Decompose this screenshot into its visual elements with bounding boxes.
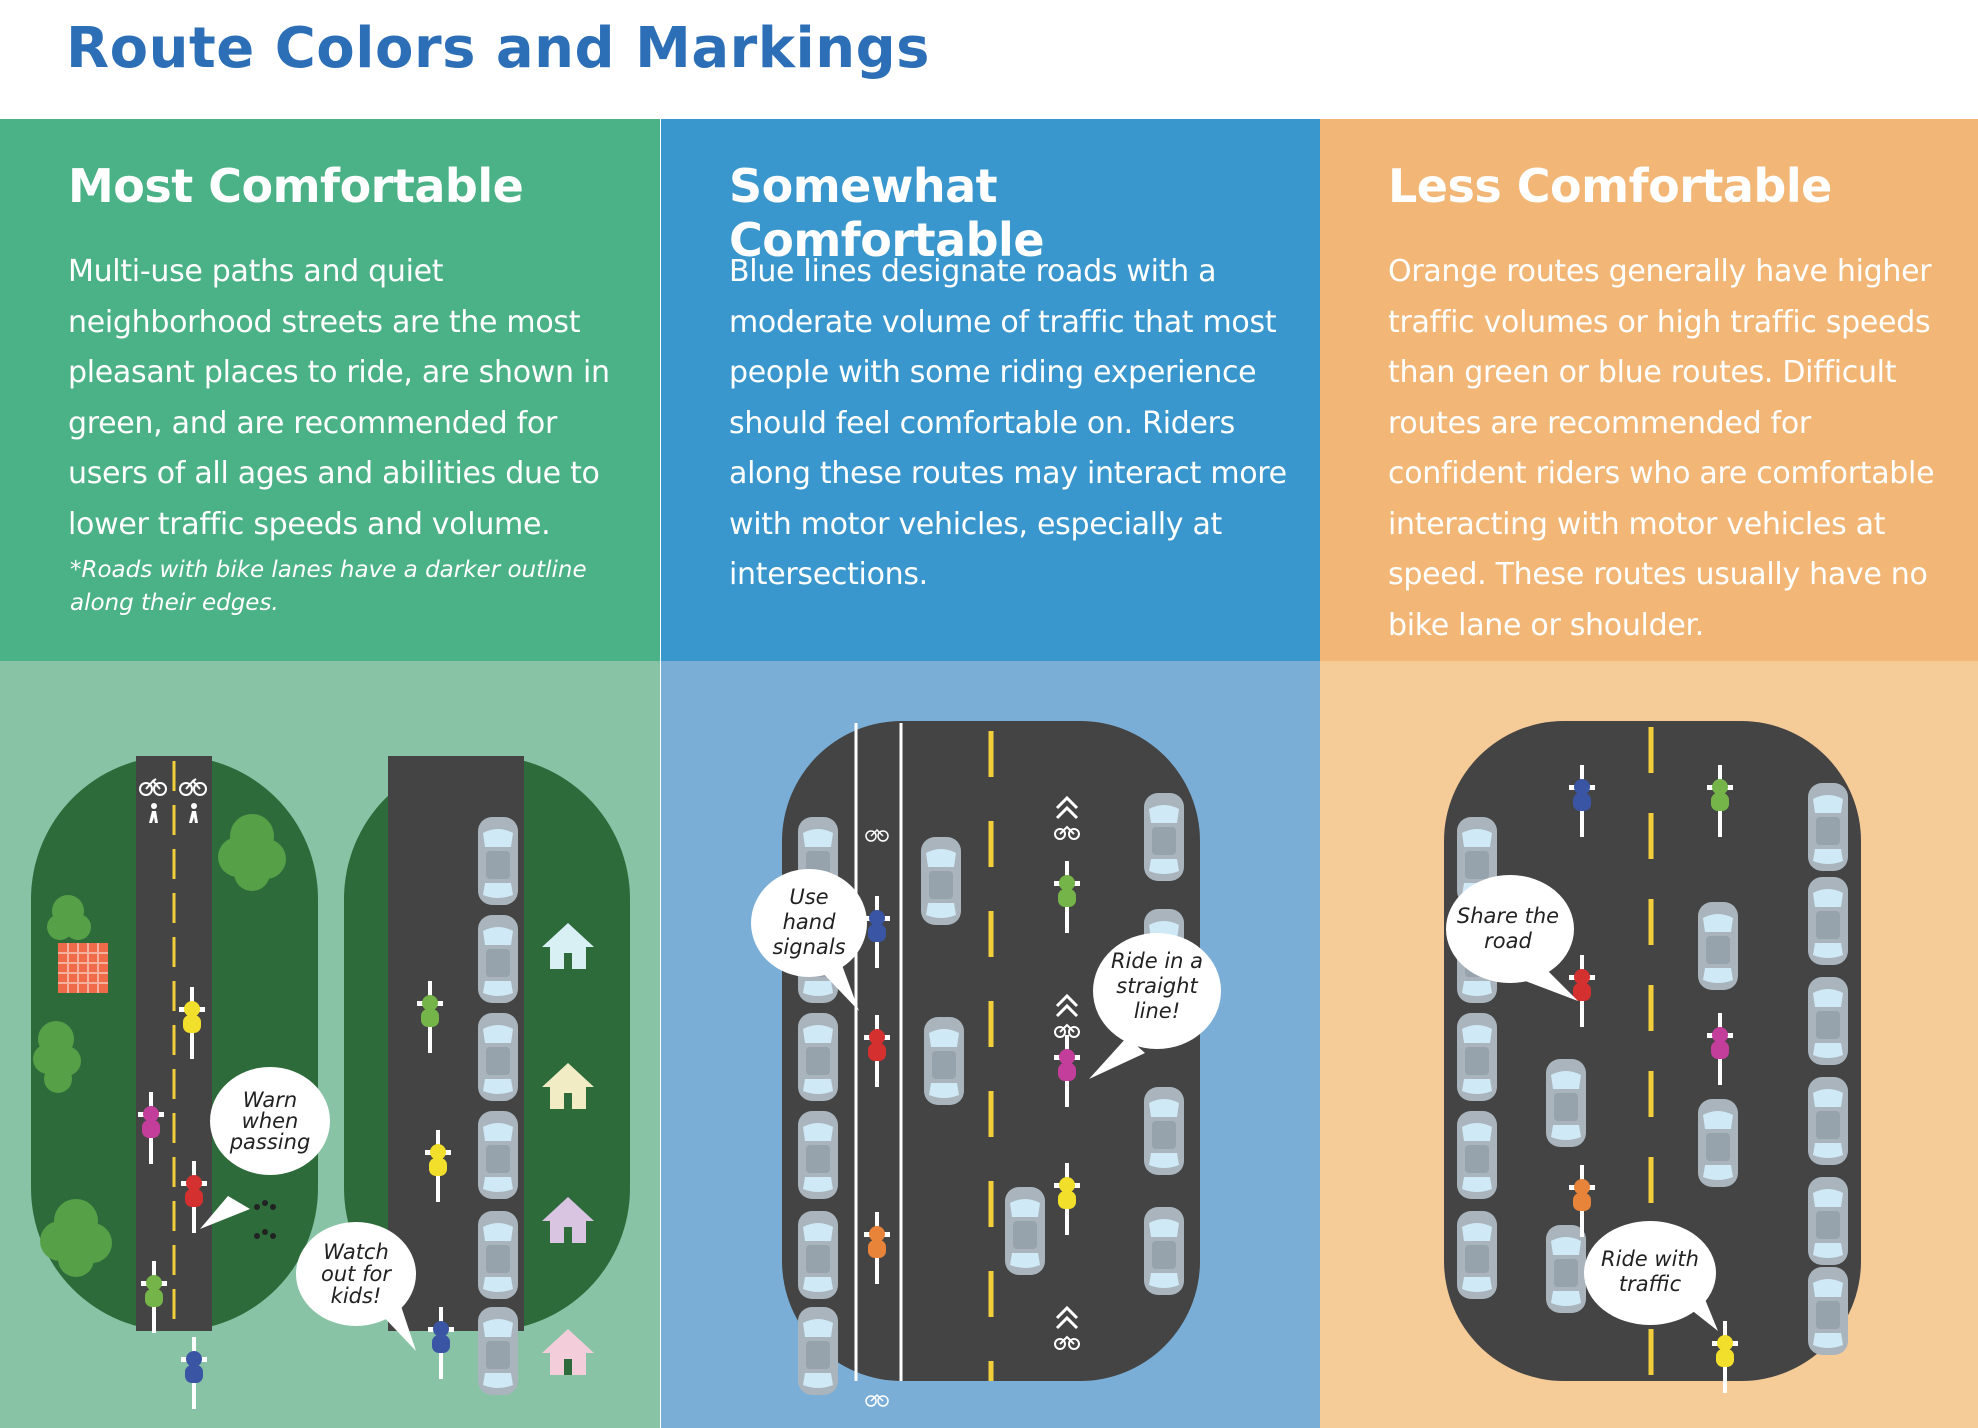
moderate-traffic-road — [782, 721, 1200, 1407]
parked-car — [478, 1013, 518, 1101]
panel-header: Less Comfortable Orange routes generally… — [1320, 119, 1978, 661]
parked-car — [478, 915, 518, 1003]
page-title: Route Colors and Markings — [66, 16, 930, 81]
panel-header: Somewhat Comfortable Blue lines designat… — [661, 119, 1321, 661]
parked-car — [798, 1211, 838, 1299]
car — [1546, 1225, 1586, 1313]
house-icon — [542, 1329, 594, 1375]
bike-lane-note: *Roads with bike lanes have a darker out… — [70, 557, 587, 616]
car — [1808, 877, 1848, 965]
panel-title: Somewhat Comfortable — [729, 159, 1045, 267]
tree-icon — [33, 1021, 81, 1093]
speech-bubble-kids: Watch out for kids! — [296, 1222, 416, 1351]
illustration-area: Share the road Ride with traffic — [1320, 661, 1978, 1428]
tree-icon — [218, 814, 286, 891]
illustration-area: Use hand signals Ride in a straight line! — [661, 661, 1321, 1428]
cyclist — [1054, 1163, 1080, 1235]
cyclist — [181, 1161, 207, 1233]
car — [1808, 783, 1848, 871]
parked-car — [798, 1307, 838, 1395]
bicycle-icon — [139, 778, 207, 796]
parked-car — [478, 1111, 518, 1199]
car — [1698, 1099, 1738, 1187]
bicycle-icon — [865, 828, 889, 1407]
cyclist — [1707, 1013, 1733, 1085]
orange-route-illustration: Share the road Ride with traffic — [1444, 721, 1861, 1393]
cyclist — [417, 981, 443, 1053]
paw-prints-icon — [254, 1200, 276, 1239]
car — [1457, 1111, 1497, 1199]
green-route-illustration: Warn when passing Watch out for kids! — [31, 756, 630, 1409]
moving-car — [1144, 793, 1184, 881]
car — [1457, 1211, 1497, 1299]
cyclist — [1054, 1035, 1080, 1107]
speech-bubble-share: Share the road — [1446, 875, 1578, 1001]
cyclist — [864, 896, 890, 968]
panel-description: Orange routes generally have higher traf… — [1388, 254, 1935, 643]
cyclist — [864, 1212, 890, 1284]
panel-description: Blue lines designate roads with a modera… — [729, 254, 1287, 592]
panel-less-comfortable: Less Comfortable Orange routes generally… — [1320, 119, 1978, 1428]
cyclist — [1569, 1165, 1595, 1237]
parked-car — [478, 1211, 518, 1299]
parked-car — [798, 1013, 838, 1101]
car — [1546, 1059, 1586, 1147]
cyclist — [179, 987, 205, 1059]
speech-bubble-straight: Ride in a straight line! — [1089, 933, 1221, 1079]
parked-car — [478, 1307, 518, 1395]
pedestrian-icon — [149, 803, 198, 823]
cyclist — [1712, 1321, 1738, 1393]
car — [1808, 1077, 1848, 1165]
cyclist — [425, 1130, 451, 1202]
tree-icon — [47, 895, 91, 940]
parked-car — [478, 817, 518, 905]
moving-car — [1144, 1207, 1184, 1295]
parked-car — [798, 1111, 838, 1199]
cyclist — [428, 1307, 454, 1379]
cyclist — [1054, 861, 1080, 933]
cyclist — [181, 1337, 207, 1409]
car — [1808, 1177, 1848, 1265]
cyclist — [864, 1015, 890, 1087]
blue-route-illustration: Use hand signals Ride in a straight line! — [751, 721, 1221, 1407]
panel-title: Most Comfortable — [68, 159, 524, 213]
moving-car — [924, 1017, 964, 1105]
tree-icon — [40, 1199, 112, 1277]
panel-somewhat-comfortable: Somewhat Comfortable Blue lines designat… — [661, 119, 1321, 1428]
cyclist — [1569, 955, 1595, 1027]
speech-bubble-warn: Warn when passing — [200, 1067, 330, 1229]
car — [1808, 977, 1848, 1065]
picnic-blanket-icon — [58, 943, 108, 993]
panel-description: Multi-use paths and quiet neighborhood s… — [68, 254, 610, 542]
car — [1808, 1267, 1848, 1355]
moving-car — [1005, 1187, 1045, 1275]
cyclist — [1707, 765, 1733, 837]
moving-car — [921, 837, 961, 925]
cyclist — [1569, 765, 1595, 837]
cyclist — [141, 1261, 167, 1333]
speech-bubble-ride-with: Ride with traffic — [1584, 1221, 1718, 1331]
moving-car — [1144, 1087, 1184, 1175]
panel-header: Most Comfortable Multi-use paths and qui… — [0, 119, 660, 661]
panel-title: Less Comfortable — [1388, 159, 1832, 213]
illustration-area: Warn when passing Watch out for kids! — [0, 661, 660, 1428]
multi-use-path — [31, 756, 318, 1409]
neighborhood-street — [344, 756, 630, 1395]
car — [1698, 902, 1738, 990]
cyclist — [138, 1092, 164, 1164]
speech-bubble-signals: Use hand signals — [751, 869, 867, 1011]
panel-most-comfortable: Most Comfortable Multi-use paths and qui… — [0, 119, 660, 1428]
car — [1457, 1013, 1497, 1101]
